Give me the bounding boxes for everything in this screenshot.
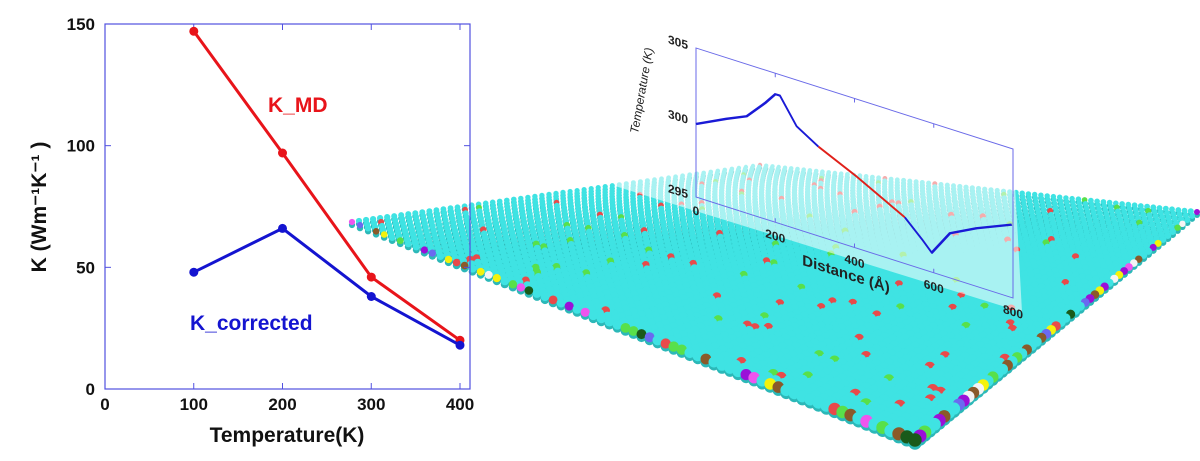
atom — [556, 298, 566, 308]
atom — [396, 237, 404, 245]
atom — [364, 225, 372, 232]
atom — [492, 274, 501, 283]
atom — [604, 316, 615, 327]
atom — [468, 264, 477, 273]
atom — [420, 246, 428, 254]
atom — [588, 310, 598, 321]
atom — [620, 323, 631, 333]
atom — [572, 304, 582, 314]
atom — [380, 231, 388, 238]
atom — [612, 320, 623, 330]
atom — [348, 218, 356, 226]
atom — [500, 277, 509, 286]
atom — [508, 280, 518, 289]
atom-lattice — [348, 162, 1200, 450]
atom — [412, 243, 420, 251]
atom — [452, 258, 461, 267]
atom — [516, 283, 526, 292]
atom — [436, 252, 445, 260]
atom — [428, 249, 436, 257]
atom — [372, 228, 380, 235]
atom — [444, 255, 453, 264]
atom — [596, 313, 606, 324]
atom — [476, 267, 485, 276]
atom — [628, 326, 639, 336]
atom — [524, 286, 534, 295]
atom — [356, 221, 364, 229]
atom — [532, 289, 542, 298]
atom — [548, 295, 558, 305]
atom — [540, 292, 550, 302]
atom — [580, 307, 590, 317]
atom — [404, 240, 412, 248]
atom — [636, 329, 647, 340]
atom — [388, 234, 396, 242]
atom — [564, 301, 574, 311]
atom — [484, 270, 493, 279]
